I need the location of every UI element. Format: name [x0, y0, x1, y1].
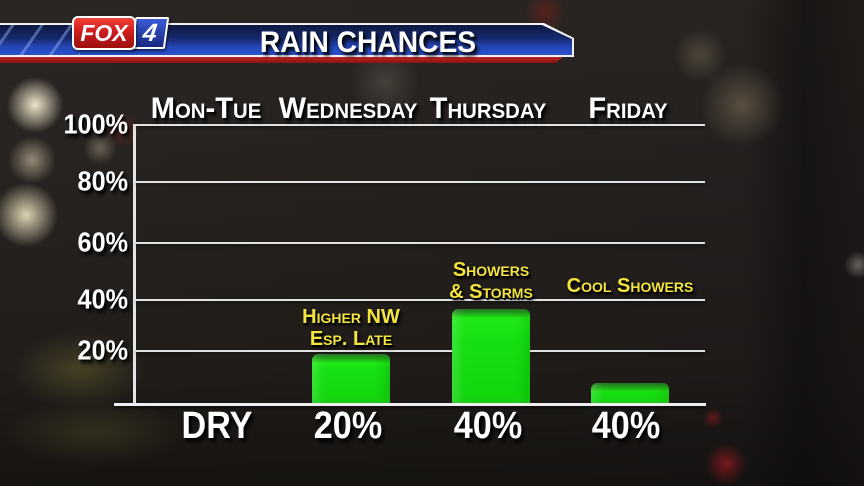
bar-friday — [591, 382, 669, 405]
annotation-line: & Storms — [449, 280, 533, 303]
value-thursday: 40% — [453, 405, 523, 447]
value-wednesday: 20% — [313, 405, 383, 447]
day-header-wednesday: Wednesday — [278, 92, 418, 125]
fox4-logo: FOX 4 — [72, 16, 170, 50]
fox-channel-number: 4 — [130, 17, 170, 49]
x-axis-baseline — [114, 403, 706, 406]
day-header-mon-tue: Mon-Tue — [150, 92, 262, 125]
banner-stripes-decor — [0, 25, 80, 55]
day-header-row: Mon-Tue Wednesday Thursday Friday — [0, 94, 864, 124]
y-tick-20: 20% — [77, 334, 128, 366]
title-banner — [0, 23, 574, 57]
gridline-40 — [136, 299, 705, 301]
bar-wednesday — [312, 354, 390, 405]
bar-thursday — [452, 309, 530, 405]
gridline-100 — [136, 124, 705, 126]
annotation-friday: Cool Showers — [540, 275, 720, 297]
fox-logo-text: FOX — [72, 16, 136, 50]
day-header-friday: Friday — [588, 92, 668, 125]
y-axis-labels: 100% 80% 60% 40% 20% — [38, 0, 128, 420]
fox-wordmark: FOX — [80, 19, 128, 46]
y-tick-80: 80% — [77, 165, 128, 197]
gridline-60 — [136, 242, 705, 244]
column-mon-tue — [148, 124, 288, 405]
banner-red-stripe — [0, 54, 566, 63]
column-wednesday: Higher NW Esp. Late — [281, 124, 421, 405]
value-mon-tue: DRY — [181, 405, 253, 447]
annotation-thursday: Showers & Storms — [401, 259, 581, 303]
channel-number: 4 — [141, 18, 159, 47]
day-header-thursday: Thursday — [429, 92, 547, 125]
value-friday: 40% — [591, 405, 661, 447]
y-tick-60: 60% — [77, 226, 128, 258]
column-thursday: Showers & Storms — [421, 124, 561, 405]
gridline-80 — [136, 181, 705, 183]
chart-plot-area: Higher NW Esp. Late Showers & Storms Coo… — [133, 124, 705, 405]
annotation-line: Showers — [452, 258, 530, 281]
annotation-line: Esp. Late — [309, 328, 393, 351]
column-friday: Cool Showers — [560, 124, 700, 405]
annotation-wednesday: Higher NW Esp. Late — [261, 306, 441, 350]
gridline-20 — [136, 350, 705, 352]
y-tick-100: 100% — [63, 108, 128, 140]
value-label-row: DRY 20% 40% 40% — [0, 406, 864, 452]
annotation-line: Higher NW — [302, 306, 400, 329]
page-title: RAIN CHANCES — [259, 26, 477, 59]
y-tick-40: 40% — [77, 283, 128, 315]
annotation-line: Cool Showers — [566, 275, 694, 298]
